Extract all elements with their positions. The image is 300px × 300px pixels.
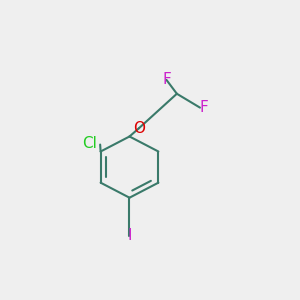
Text: O: O [133, 121, 145, 136]
Text: Cl: Cl [82, 136, 97, 151]
Text: I: I [127, 228, 132, 243]
Text: F: F [200, 100, 209, 115]
Text: F: F [162, 72, 171, 87]
